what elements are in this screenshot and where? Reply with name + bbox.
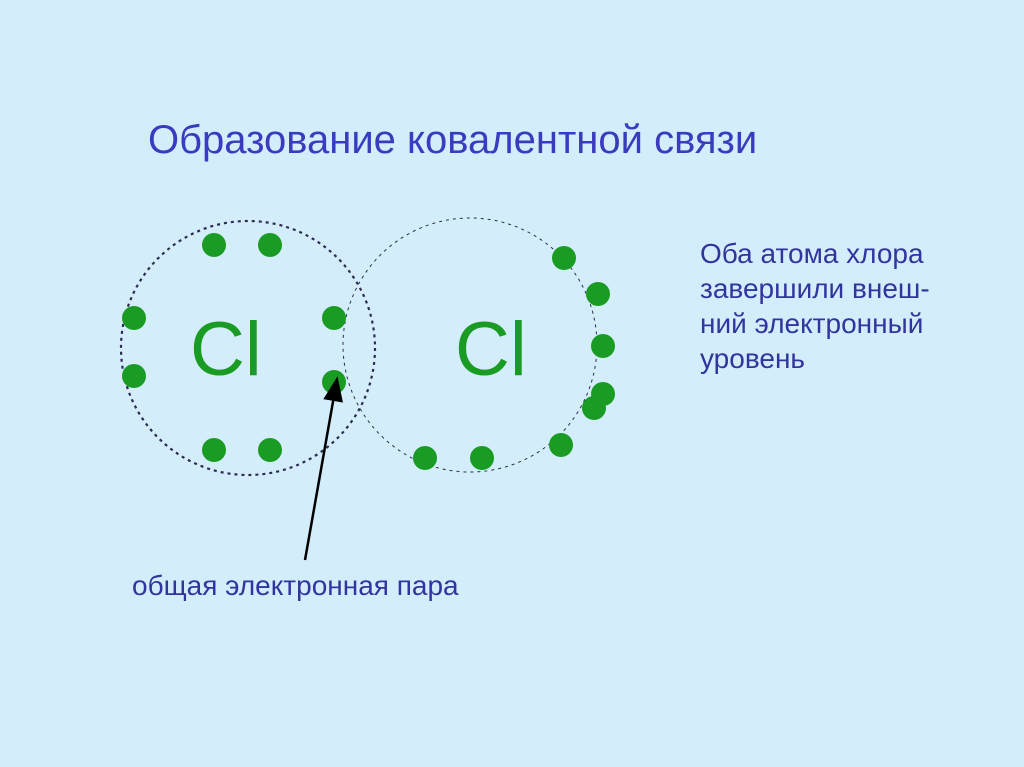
electron-dot xyxy=(258,233,282,257)
electron-dot xyxy=(258,438,282,462)
bottom-label: общая электронная пара xyxy=(132,570,459,602)
electron-dot xyxy=(122,306,146,330)
side-caption-line: ний электронный xyxy=(700,306,930,341)
slide-title: Образование ковалентной связи xyxy=(148,118,757,163)
electron-dot xyxy=(470,446,494,470)
electron-dot xyxy=(582,396,606,420)
side-caption-line: уровень xyxy=(700,341,930,376)
electron-dot xyxy=(591,334,615,358)
right-shell-circle xyxy=(343,218,597,472)
electron-dot xyxy=(202,233,226,257)
side-caption-line: завершили внеш- xyxy=(700,271,930,306)
electron-dot xyxy=(413,446,437,470)
slide: Образование ковалентной связи Оба атома … xyxy=(0,0,1024,767)
electron-dot xyxy=(586,282,610,306)
electron-dot xyxy=(322,370,346,394)
electron-dot xyxy=(202,438,226,462)
electron-dot xyxy=(552,246,576,270)
left-shell-circle xyxy=(121,221,375,475)
bond-diagram: Cl Cl xyxy=(0,0,1024,767)
electrons-group xyxy=(122,233,615,470)
left-atom-symbol: Cl xyxy=(190,307,262,392)
side-caption-line: Оба атома хлора xyxy=(700,236,930,271)
electron-dot xyxy=(591,382,615,406)
pointer-arrow xyxy=(305,396,334,560)
electron-dot xyxy=(549,433,573,457)
electron-dot xyxy=(322,306,346,330)
electron-dot xyxy=(122,364,146,388)
electron-shells xyxy=(121,218,597,475)
right-atom-symbol: Cl xyxy=(455,307,527,392)
side-caption: Оба атома хлора завершили внеш- ний элек… xyxy=(700,236,930,376)
